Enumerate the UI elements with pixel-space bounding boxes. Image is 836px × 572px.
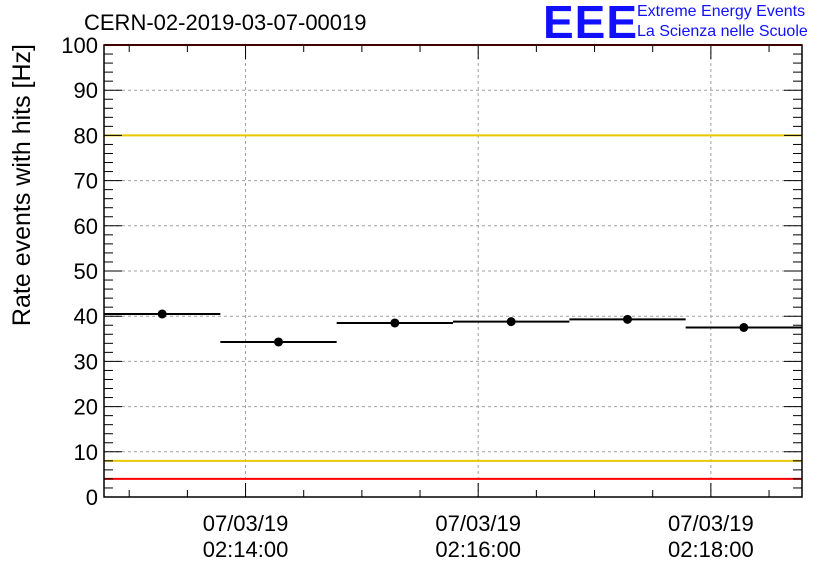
eee-logo-line1: Extreme Energy Events <box>637 3 806 20</box>
grid-layer <box>104 45 802 497</box>
data-point <box>390 318 400 328</box>
data-point <box>623 314 632 324</box>
y-tick-label: 40 <box>74 304 98 329</box>
data-series <box>104 309 802 347</box>
x-tick-label-date: 07/03/19 <box>668 511 754 536</box>
y-tick-label: 30 <box>74 349 98 374</box>
eee-logo-line2: La Scienza nelle Scuole <box>637 23 808 40</box>
data-point <box>157 309 167 319</box>
y-tick-label: 90 <box>74 78 98 103</box>
y-tick-label: 20 <box>74 395 98 420</box>
eee-logo: EEE Extreme Energy Events La Scienza nel… <box>543 0 833 48</box>
y-tick-label: 60 <box>74 214 98 239</box>
x-tick-label-time: 02:14:00 <box>203 537 289 562</box>
y-tick-label: 10 <box>74 440 98 465</box>
y-tick-label: 0 <box>86 485 98 510</box>
y-axis-label: Rate events with hits [Hz] <box>8 44 36 326</box>
y-tick-label: 70 <box>74 169 98 194</box>
reference-lines <box>104 44 802 480</box>
axis-labels: 010203040506070809010007/03/1902:14:0007… <box>8 33 754 562</box>
y-tick-label: 100 <box>61 33 98 58</box>
chart-title: CERN-02-2019-03-07-00019 <box>84 10 367 35</box>
x-tick-label-time: 02:18:00 <box>668 537 754 562</box>
data-point <box>274 337 283 347</box>
data-point <box>506 317 516 327</box>
data-point <box>739 323 749 332</box>
x-tick-label-date: 07/03/19 <box>203 511 289 536</box>
y-tick-label: 50 <box>74 259 98 284</box>
x-tick-label-time: 02:16:00 <box>435 537 521 562</box>
y-tick-label: 80 <box>74 123 98 148</box>
eee-logo-mark: EEE <box>543 0 639 48</box>
x-tick-label-date: 07/03/19 <box>435 511 521 536</box>
axis-ticks <box>104 44 802 498</box>
